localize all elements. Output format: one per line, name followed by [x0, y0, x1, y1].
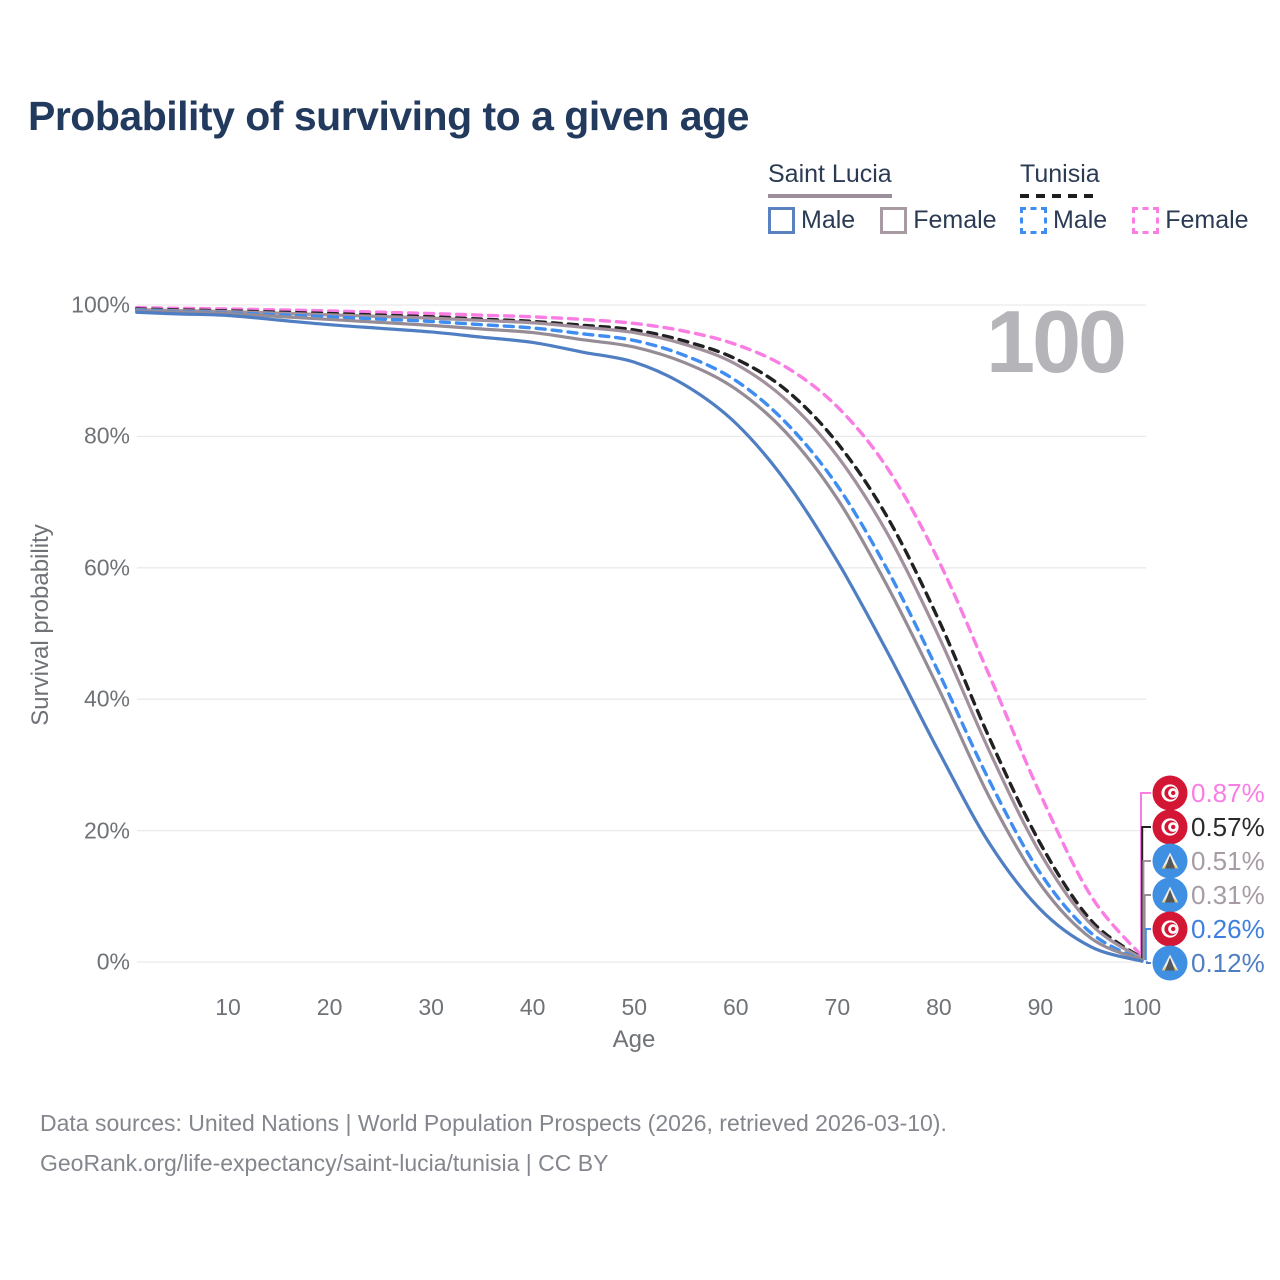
end-value-label-saint-lucia-male: 0.12%: [1191, 948, 1265, 978]
end-value-label-tunisia: 0.57%: [1191, 812, 1265, 842]
end-label-connector: [1141, 826, 1151, 959]
curve-tunisia-female: [134, 305, 1144, 958]
flag-icon-saint-lucia: [1152, 843, 1188, 879]
flag-icon-saint-lucia: [1152, 877, 1188, 913]
x-tick: 50: [621, 994, 648, 1020]
legend-item-saint-lucia-male[interactable]: Male: [768, 206, 855, 235]
legend-group-saint-lucia: Saint Lucia Male Female: [768, 160, 997, 234]
checkbox-icon[interactable]: [768, 207, 795, 234]
checkbox-icon[interactable]: [880, 207, 908, 234]
end-label-connector: [1142, 860, 1151, 959]
attribution-line: GeoRank.org/life-expectancy/saint-lucia/…: [40, 1150, 609, 1176]
flag-icon-tunisia: [1152, 809, 1188, 845]
page-title: Probability of surviving to a given age: [28, 93, 749, 139]
flag-icon-tunisia: [1152, 911, 1188, 947]
end-value-label-saint-lucia-female: 0.51%: [1191, 846, 1265, 876]
x-axis-label: Age: [612, 1026, 656, 1053]
checkbox-icon[interactable]: [1020, 207, 1047, 234]
end-value-label-saint-lucia: 0.31%: [1191, 880, 1265, 910]
y-tick: 80%: [83, 422, 130, 449]
y-tick: 100%: [71, 291, 130, 318]
x-tick: 40: [519, 994, 546, 1020]
curve-saint-lucia-female: [135, 307, 1144, 961]
x-tick: 30: [418, 994, 444, 1020]
end-label-connector: [1146, 961, 1151, 964]
legend-item-label: Female: [913, 206, 997, 234]
y-tick: 20%: [83, 817, 130, 844]
end-label-connector: [1140, 792, 1151, 957]
end-value-label-tunisia-female: 0.87%: [1191, 778, 1265, 808]
x-tick: 10: [215, 994, 241, 1020]
legend-country-tunisia: Tunisia: [1020, 160, 1100, 198]
y-tick: 0%: [96, 948, 130, 975]
legend-country-saint-lucia: Saint Lucia: [768, 160, 892, 198]
x-tick: 100: [1122, 994, 1162, 1020]
curve-tunisia: [134, 307, 1144, 960]
end-label-connector: [1143, 894, 1151, 960]
y-tick: 40%: [83, 685, 130, 712]
curve-saint-lucia: [135, 309, 1144, 962]
x-tick: 20: [316, 994, 343, 1020]
x-tick: 80: [926, 994, 952, 1020]
legend-group-tunisia: Tunisia Male Female: [1020, 160, 1249, 234]
curve-tunisia-male: [134, 308, 1144, 962]
end-label-connector: [1144, 928, 1151, 961]
legend-item-tunisia-female[interactable]: Female: [1132, 206, 1249, 235]
x-tick: 90: [1027, 994, 1054, 1020]
y-tick: 60%: [83, 554, 130, 581]
legend-item-saint-lucia-female[interactable]: Female: [880, 206, 997, 235]
legend-item-label: Male: [1053, 206, 1108, 234]
x-tick: 60: [723, 994, 749, 1020]
legend-item-label: Female: [1165, 206, 1249, 234]
legend-item-label: Male: [801, 206, 856, 234]
end-value-label-tunisia-male: 0.26%: [1191, 914, 1265, 944]
flag-icon-saint-lucia: [1152, 945, 1188, 981]
legend-item-tunisia-male[interactable]: Male: [1020, 206, 1107, 235]
data-sources-line: Data sources: United Nations | World Pop…: [40, 1110, 947, 1136]
curve-saint-lucia-male: [135, 310, 1144, 963]
hover-age-watermark: 100: [986, 292, 1124, 391]
checkbox-icon[interactable]: [1132, 207, 1160, 234]
x-tick: 70: [824, 994, 851, 1020]
flag-icon-tunisia: [1152, 775, 1188, 811]
